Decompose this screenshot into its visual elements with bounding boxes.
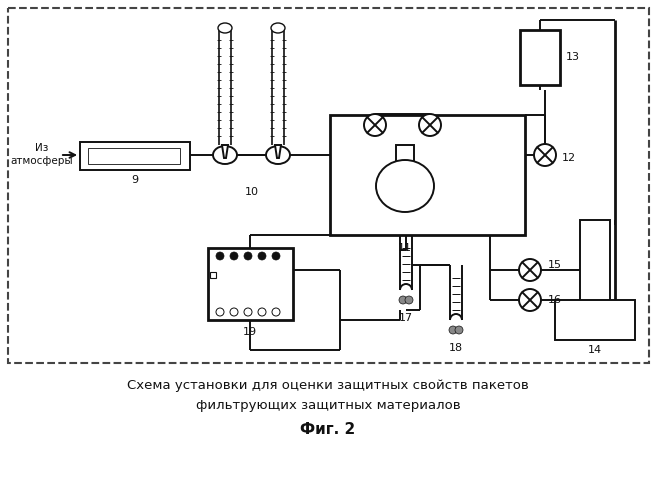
Polygon shape — [222, 145, 228, 158]
Text: 17: 17 — [399, 313, 413, 323]
Text: 18: 18 — [449, 343, 463, 353]
Text: 12: 12 — [562, 153, 576, 163]
Text: Из: Из — [35, 143, 49, 153]
Text: 9: 9 — [131, 175, 139, 185]
Circle shape — [534, 144, 556, 166]
Ellipse shape — [271, 23, 285, 33]
Circle shape — [419, 114, 441, 136]
Circle shape — [449, 326, 457, 334]
Text: 15: 15 — [548, 260, 562, 270]
Circle shape — [272, 308, 280, 316]
Circle shape — [230, 308, 238, 316]
Ellipse shape — [218, 23, 232, 33]
Bar — [8, 8, 649, 363]
Text: 19: 19 — [243, 327, 257, 337]
Ellipse shape — [213, 146, 237, 164]
Circle shape — [519, 289, 541, 311]
Bar — [210, 272, 216, 278]
Circle shape — [364, 114, 386, 136]
Bar — [396, 145, 414, 167]
Polygon shape — [275, 145, 281, 158]
Circle shape — [230, 252, 238, 260]
Bar — [88, 148, 180, 164]
Circle shape — [258, 252, 266, 260]
Text: Схема установки для оценки защитных свойств пакетов: Схема установки для оценки защитных свой… — [127, 378, 529, 392]
Circle shape — [405, 296, 413, 304]
Text: 13: 13 — [566, 52, 580, 62]
Circle shape — [399, 296, 407, 304]
Circle shape — [258, 308, 266, 316]
Circle shape — [272, 252, 280, 260]
Circle shape — [244, 308, 252, 316]
Bar — [80, 142, 190, 170]
Text: Фиг. 2: Фиг. 2 — [300, 422, 355, 438]
Bar — [580, 220, 610, 310]
Circle shape — [519, 259, 541, 281]
Text: 10: 10 — [245, 187, 259, 197]
Bar — [208, 248, 293, 320]
Circle shape — [216, 252, 224, 260]
Bar — [330, 115, 525, 235]
Circle shape — [216, 308, 224, 316]
Text: 16: 16 — [548, 295, 562, 305]
Circle shape — [455, 326, 463, 334]
Ellipse shape — [376, 160, 434, 212]
Ellipse shape — [266, 146, 290, 164]
Text: атмосферы: атмосферы — [11, 156, 74, 166]
Bar — [555, 300, 635, 340]
Text: фильтрующих защитных материалов: фильтрующих защитных материалов — [196, 398, 461, 411]
Text: 14: 14 — [588, 345, 602, 355]
Circle shape — [244, 252, 252, 260]
Text: 11: 11 — [398, 243, 412, 253]
Bar — [520, 30, 560, 85]
